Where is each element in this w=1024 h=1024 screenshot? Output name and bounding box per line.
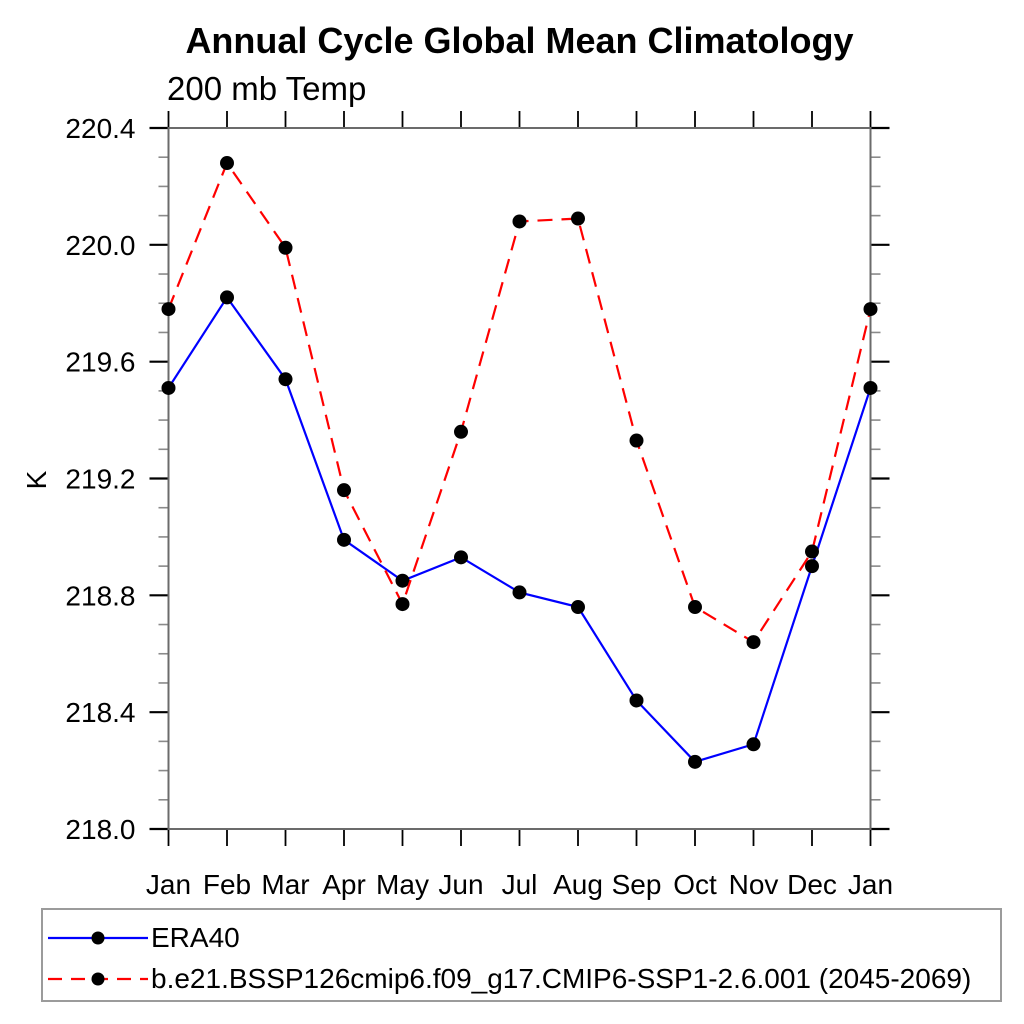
legend-line-swatch-model bbox=[48, 972, 148, 986]
svg-text:Apr: Apr bbox=[322, 869, 366, 900]
legend-label-model: b.e21.BSSP126cmip6.f09_g17.CMIP6-SSP1-2.… bbox=[151, 963, 972, 994]
svg-text:Jun: Jun bbox=[438, 869, 483, 900]
svg-text:218.4: 218.4 bbox=[65, 697, 135, 728]
legend-item-era40: ERA40 bbox=[46, 922, 240, 953]
svg-text:220.0: 220.0 bbox=[65, 230, 135, 261]
chart-subtitle: 200 mb Temp bbox=[167, 70, 367, 107]
chart-title: Annual Cycle Global Mean Climatology bbox=[185, 20, 854, 61]
svg-text:Feb: Feb bbox=[203, 869, 251, 900]
svg-text:220.4: 220.4 bbox=[65, 113, 135, 144]
svg-text:Nov: Nov bbox=[729, 869, 779, 900]
legend: ERA40 b.e21.BSSP126cmip6.f09_g17.CMIP6-S… bbox=[41, 908, 1002, 1002]
svg-text:Jan: Jan bbox=[146, 869, 191, 900]
svg-text:218.0: 218.0 bbox=[65, 814, 135, 845]
legend-label-era40: ERA40 bbox=[151, 922, 240, 953]
svg-text:Mar: Mar bbox=[261, 869, 309, 900]
svg-text:219.6: 219.6 bbox=[65, 347, 135, 378]
svg-text:Jul: Jul bbox=[502, 869, 538, 900]
svg-text:May: May bbox=[376, 869, 429, 900]
svg-text:Jan: Jan bbox=[848, 869, 893, 900]
svg-text:Dec: Dec bbox=[787, 869, 837, 900]
svg-text:Oct: Oct bbox=[673, 869, 717, 900]
svg-text:219.2: 219.2 bbox=[65, 464, 135, 495]
svg-text:218.8: 218.8 bbox=[65, 580, 135, 611]
svg-text:Sep: Sep bbox=[612, 869, 662, 900]
legend-line-swatch-era40 bbox=[48, 931, 148, 945]
legend-item-model: b.e21.BSSP126cmip6.f09_g17.CMIP6-SSP1-2.… bbox=[46, 963, 972, 994]
svg-text:Aug: Aug bbox=[553, 869, 603, 900]
